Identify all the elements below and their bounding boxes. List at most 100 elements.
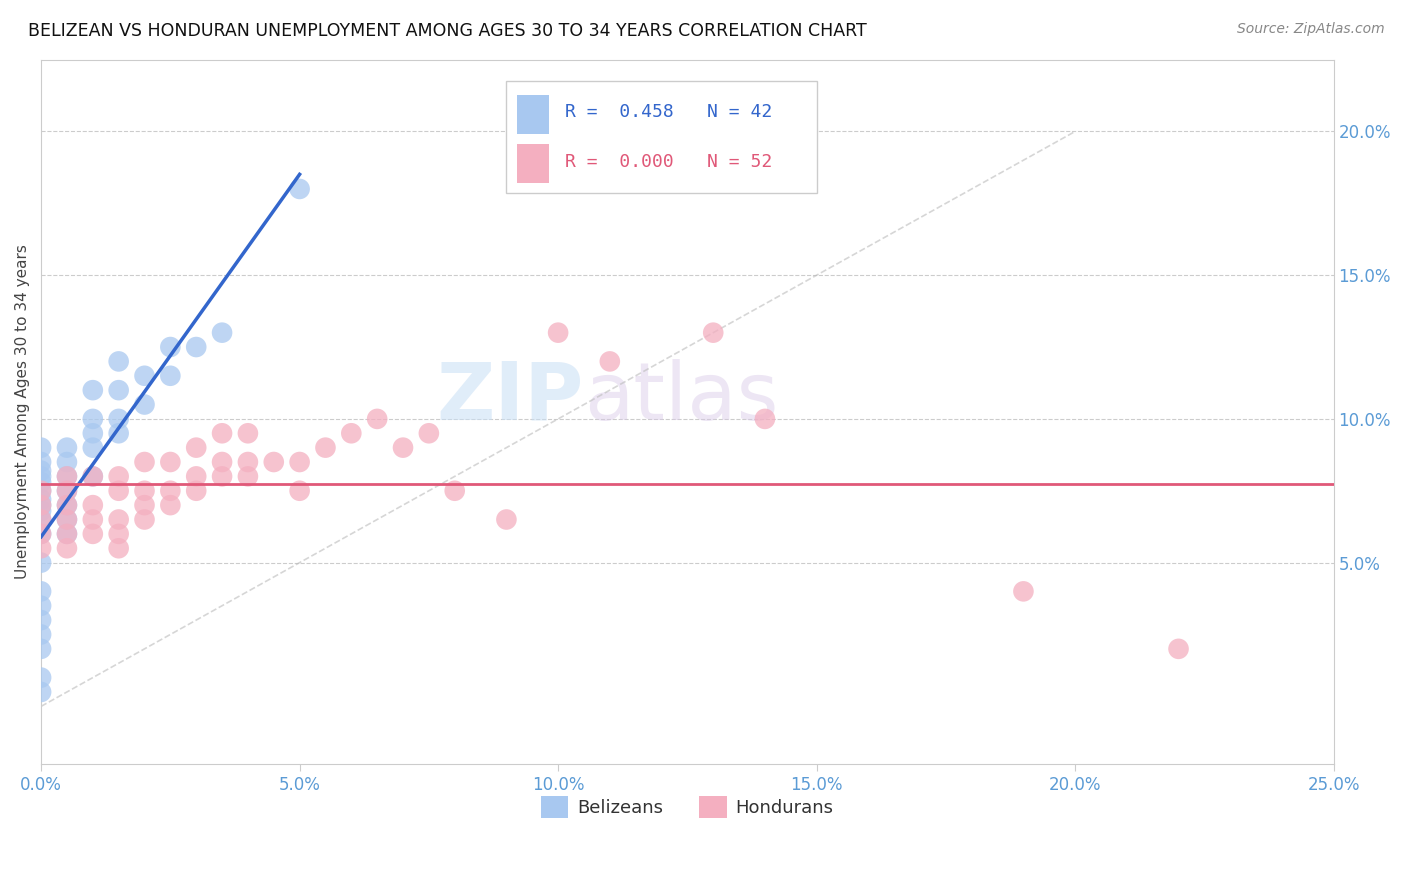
Point [30, 512, 52, 526]
Point [211, 455, 233, 469]
Point [30, 455, 52, 469]
Point [82, 498, 104, 512]
Point [211, 326, 233, 340]
Point [30, 469, 52, 483]
Point [288, 182, 311, 196]
Point [56, 512, 79, 526]
Point [186, 483, 208, 498]
Point [236, 455, 259, 469]
Point [186, 441, 208, 455]
Point [366, 412, 388, 426]
Point [82, 469, 104, 483]
Point [56, 441, 79, 455]
Point [30, 541, 52, 556]
Point [30, 527, 52, 541]
Point [107, 483, 129, 498]
Text: R =  0.458: R = 0.458 [565, 103, 673, 121]
Point [159, 368, 181, 383]
Point [30, 483, 52, 498]
Point [159, 498, 181, 512]
Point [30, 498, 52, 512]
Point [107, 412, 129, 426]
Text: BELIZEAN VS HONDURAN UNEMPLOYMENT AMONG AGES 30 TO 34 YEARS CORRELATION CHART: BELIZEAN VS HONDURAN UNEMPLOYMENT AMONG … [28, 22, 868, 40]
Point [134, 498, 156, 512]
Point [107, 527, 129, 541]
Point [211, 426, 233, 441]
Point [30, 498, 52, 512]
Point [1167, 641, 1189, 656]
Point [186, 469, 208, 483]
Point [56, 527, 79, 541]
Point [107, 354, 129, 368]
Point [82, 512, 104, 526]
Point [1012, 584, 1035, 599]
Point [263, 455, 285, 469]
Point [30, 627, 52, 641]
FancyBboxPatch shape [517, 95, 550, 134]
Point [30, 556, 52, 570]
Point [107, 426, 129, 441]
Point [56, 498, 79, 512]
Point [288, 455, 311, 469]
Text: atlas: atlas [583, 359, 779, 436]
Point [186, 340, 208, 354]
Point [107, 512, 129, 526]
Point [30, 641, 52, 656]
Point [30, 504, 52, 518]
Point [159, 483, 181, 498]
Point [418, 426, 440, 441]
Point [30, 613, 52, 627]
Text: ZIP: ZIP [437, 359, 583, 436]
Point [56, 541, 79, 556]
Point [56, 455, 79, 469]
Point [107, 469, 129, 483]
Point [30, 671, 52, 685]
Point [30, 483, 52, 498]
Point [56, 498, 79, 512]
Point [30, 441, 52, 455]
Point [56, 483, 79, 498]
Point [82, 412, 104, 426]
Point [56, 483, 79, 498]
Point [30, 492, 52, 507]
Point [599, 354, 621, 368]
Point [495, 512, 517, 526]
Point [56, 469, 79, 483]
Text: Source: ZipAtlas.com: Source: ZipAtlas.com [1237, 22, 1385, 37]
Point [754, 412, 776, 426]
Point [30, 475, 52, 490]
Point [159, 340, 181, 354]
Point [56, 527, 79, 541]
Point [547, 326, 569, 340]
Point [82, 441, 104, 455]
Point [236, 426, 259, 441]
Point [107, 541, 129, 556]
Text: N = 42: N = 42 [707, 103, 772, 121]
Point [340, 426, 363, 441]
Point [134, 455, 156, 469]
Text: N = 52: N = 52 [707, 153, 772, 170]
FancyBboxPatch shape [517, 145, 550, 183]
Y-axis label: Unemployment Among Ages 30 to 34 years: Unemployment Among Ages 30 to 34 years [15, 244, 30, 579]
Point [82, 383, 104, 397]
Point [30, 599, 52, 613]
Point [30, 584, 52, 599]
Legend: Belizeans, Hondurans: Belizeans, Hondurans [534, 789, 841, 825]
Text: R =  0.000: R = 0.000 [565, 153, 673, 170]
Point [30, 685, 52, 699]
Point [159, 455, 181, 469]
FancyBboxPatch shape [506, 81, 817, 194]
Point [30, 527, 52, 541]
Point [30, 464, 52, 478]
Point [82, 527, 104, 541]
Point [134, 483, 156, 498]
Point [56, 512, 79, 526]
Point [211, 469, 233, 483]
Point [288, 483, 311, 498]
Point [134, 512, 156, 526]
Point [82, 426, 104, 441]
Point [134, 398, 156, 412]
Point [107, 383, 129, 397]
Point [314, 441, 336, 455]
Point [82, 469, 104, 483]
